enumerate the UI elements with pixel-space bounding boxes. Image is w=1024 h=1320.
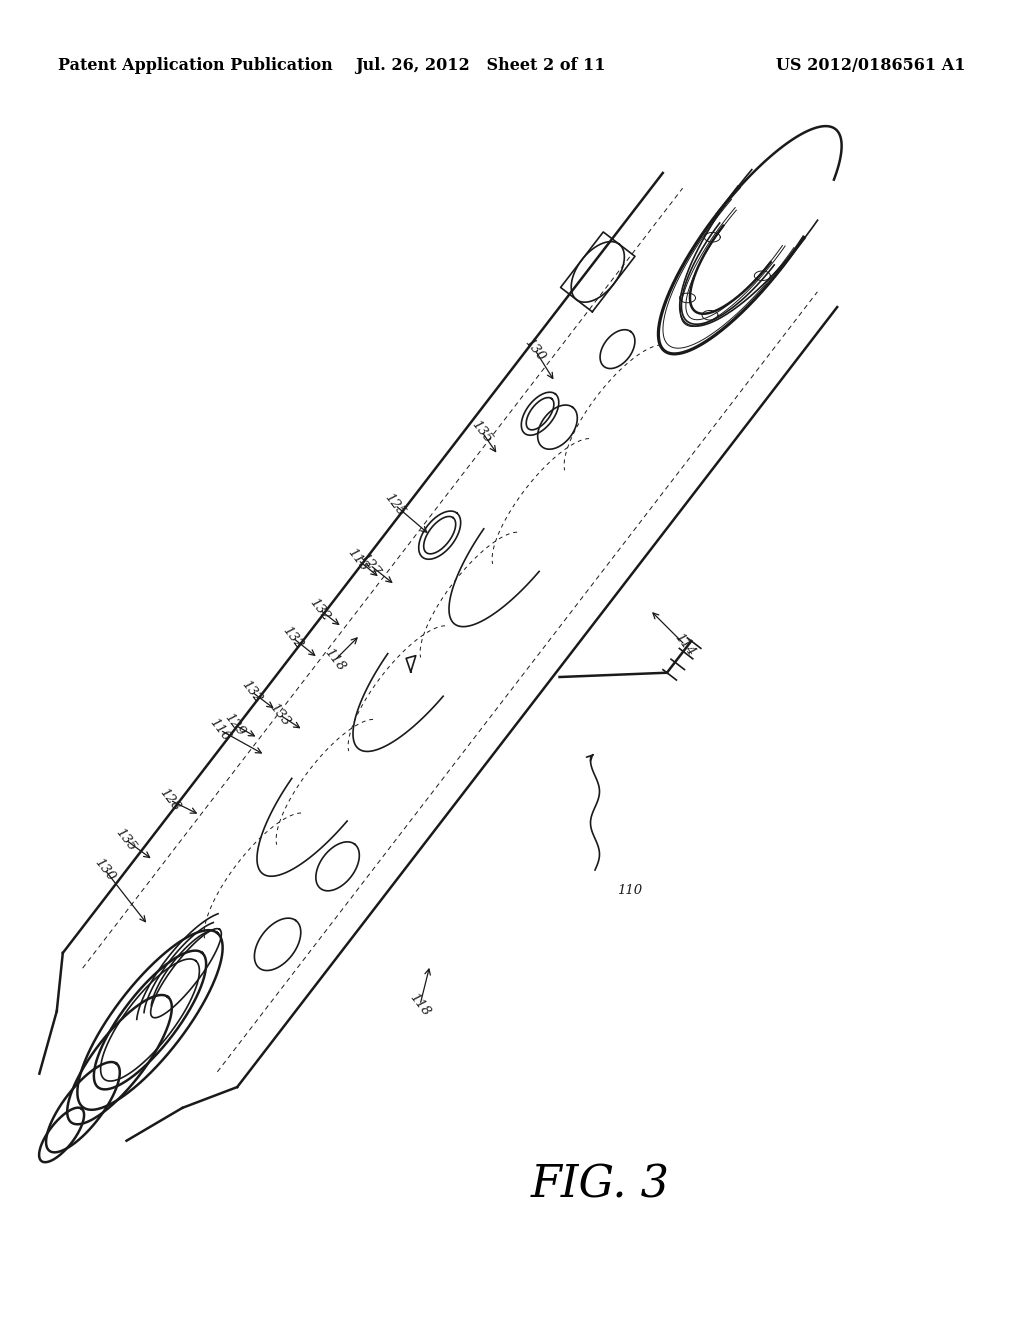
- Text: 116: 116: [207, 715, 232, 744]
- Text: US 2012/0186561 A1: US 2012/0186561 A1: [775, 57, 965, 74]
- Text: 118: 118: [323, 645, 348, 675]
- Text: 129: 129: [222, 711, 248, 739]
- Text: Patent Application Publication: Patent Application Publication: [58, 57, 333, 74]
- Text: 135: 135: [113, 826, 139, 854]
- Text: FIG. 3: FIG. 3: [530, 1163, 670, 1206]
- Text: 130: 130: [522, 337, 548, 364]
- Text: 130: 130: [92, 857, 118, 884]
- Text: 125: 125: [382, 491, 408, 519]
- Text: 132: 132: [307, 597, 333, 624]
- Text: 110: 110: [617, 883, 643, 896]
- Text: 113: 113: [345, 546, 371, 574]
- Text: Jul. 26, 2012   Sheet 2 of 11: Jul. 26, 2012 Sheet 2 of 11: [354, 57, 605, 74]
- Text: 133: 133: [267, 701, 293, 729]
- Text: 132: 132: [240, 678, 265, 706]
- Text: 118: 118: [408, 991, 433, 1019]
- Text: 114: 114: [672, 631, 698, 659]
- Text: 135: 135: [469, 418, 495, 446]
- Text: 128: 128: [157, 787, 183, 814]
- Text: 132: 132: [281, 624, 306, 652]
- Text: 127: 127: [357, 550, 383, 579]
